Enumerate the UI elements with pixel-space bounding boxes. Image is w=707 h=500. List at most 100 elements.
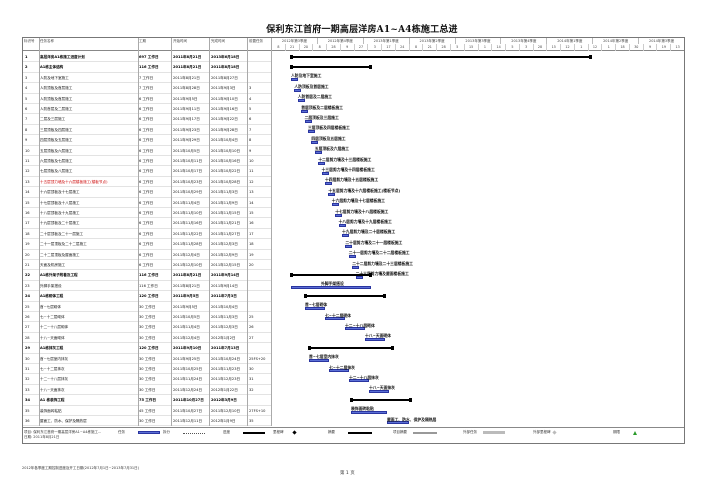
table-row[interactable]: 20 二十二层顶板及屋面施工 6 工作日 2011年12月4日 2011年12月9日 19 [23,250,271,260]
cell-pred: 19 [249,252,254,257]
cell-finish: 2011年9月16日 [211,107,238,111]
summary-bar [304,294,386,299]
table-row[interactable]: 4 人防顶板及首层施工 7 工作日 2011年8月28日 2011年9月3日 3 [23,83,271,94]
cell-name: 天面及机房施工 [40,263,66,267]
table-row[interactable]: 30 首~七层室内抹灰 30 工作日 2011年9月25日 2011年10月24日 25F… [23,354,271,364]
table-row[interactable]: 7 二层及三层施工 6 工作日 2011年9月17日 2011年9月22日 6 [23,114,271,125]
cell-start: 2011年10月25日 [173,367,203,371]
cell-name: 首~七层砌体 [40,304,61,309]
table-row[interactable]: 34 A1 栋装饰工程 75 工作日 2011年10月27日 2012年3月9日 [23,395,271,406]
timescale-day: 3 [367,44,381,51]
cell-dur: 7 工作日 [139,75,154,80]
table-row[interactable]: 17 十九层顶板及二十层施工 6 工作日 2011年11月16日 2011年11月21日… [23,218,271,229]
table-row[interactable]: 18 二十层顶板及二十一层施工 6 工作日 2011年11月22日 2011年11月27… [23,229,271,240]
cell-id: 13 [25,179,30,184]
cell-start: 2011年10月23日 [173,179,203,184]
legend-label: 期限 [613,430,620,434]
table-row[interactable]: 10 五层顶板及六层施工 6 工作日 2011年10月5日 2011年10月10日 9 [23,146,271,156]
cell-dur: 6 工作日 [139,127,154,132]
cell-dur: 30 工作日 [139,356,156,361]
table-row[interactable]: 5 人防顶板及首层施工 6 工作日 2011年9月5日 2011年9月10日 4 [23,94,271,104]
timescale-day: 15 [463,44,478,51]
timescale-day: 30 [628,44,643,51]
table-row[interactable]: 6 人防首层及二层施工 6 工作日 2011年9月11日 2011年9月16日 5 [23,104,271,115]
cell-name: 四层顶板及五层施工 [40,138,73,143]
timescale-day: 8 [312,44,326,51]
table-row[interactable]: 33 十八~天面抹灰 30 工作日 2011年12月24日 2012年1月22日 32 [23,385,271,396]
cell-name: 装饰面砖粘贴 [40,408,62,413]
timescale-day: 13 [670,44,684,51]
task-bar [325,182,332,186]
table-row[interactable]: 2 A1栋主体结构 116 工作日 2011年8月21日 2011年8月18日 [23,62,271,73]
task-bar [345,244,353,248]
cell-finish: 2011年7月3日 [211,294,237,299]
cell-id: 14 [25,190,30,195]
table-row[interactable]: 13 十五层顶力墙及十六层楼板施工(楼板节点) 6 工作日 2011年10月23日 20… [23,177,271,188]
cell-start: 2011年10月29日 [173,190,203,195]
cell-finish: 2011年7月13日 [211,346,240,351]
cell-dur: 6 工作日 [139,169,154,174]
task-bar [342,234,349,238]
cell-dur: 6 工作日 [139,252,154,257]
table-row[interactable]: 32 十二~十八层抹灰 30 工作日 2011年11月24日 2011年12月23日 31 [23,374,271,385]
cell-finish: 2011年9月10日 [211,96,238,101]
table-row[interactable]: 9 四层顶板及五层施工 6 工作日 2011年9月29日 2011年10月4日 8 [23,135,271,146]
cell-pred: 3 [249,86,252,91]
cell-dur: 116 工作日 [139,65,159,70]
table-row[interactable]: 8 三层顶板及四层施工 6 工作日 2011年9月23日 2011年9月28日 7 [23,125,271,136]
cell-start: 2011年11月24日 [173,377,203,382]
timescale-quarter: 2013年第2季度 [408,38,455,44]
table-row[interactable]: 23 外脚手架搭设 116 工作日 2011年8月21日 2011年9月14日 [23,281,271,292]
table-row[interactable]: 29 A1栋抹灰工程 120 工作日 2011年9月10日 2011年7月13日 [23,343,271,354]
table-row[interactable]: 16 十八层顶板及十九层施工 6 工作日 2011年11月10日 2011年11月15日… [23,208,271,219]
table-row[interactable]: 14 十六层顶板及十七层施工 6 工作日 2011年10月29日 2011年11月3日 1… [23,187,271,198]
cell-finish: 2011年10月22日 [211,169,241,174]
cell-dur: 6 工作日 [139,107,154,111]
cell-pred: 7 [249,127,252,132]
cell-pred: 20 [249,263,254,267]
table-row[interactable]: 36 屋面工、防水、保护及隔热层 30 工作日 2011年12月11日 2012年1月9… [23,416,271,427]
table-row[interactable]: 27 十二~十八层砌体 30 工作日 2011年11月4日 2011年12月3日 26 [23,322,271,333]
legend-swatch [138,431,160,434]
task-label: 二十层剪力墙及二十一层楼板施工 [345,239,403,245]
table-row[interactable]: 28 十八~天面砌体 30 工作日 2011年12月4日 2012年1月2日 27 [23,333,271,344]
cell-finish: 2011年10月16日 [211,159,241,163]
cell-name: 二十层顶板及二十一层施工 [40,231,84,236]
cell-id: 32 [25,377,30,382]
table-row[interactable]: 1 高层洋房A1栋施工进度计划 697 工作日 2011年8月21日 2013年6月18… [23,52,271,63]
table-row[interactable]: 11 六层顶板及七层施工 6 工作日 2011年10月11日 2011年10月16日 10 [23,156,271,167]
cell-pred: 17 [249,231,254,236]
table-row[interactable]: 19 二十一层顶板及二十二层施工 6 工作日 2011年11月28日 2011年12月3… [23,239,271,250]
task-bar [311,140,319,144]
table-row[interactable]: 12 七层顶板及八层施工 6 工作日 2011年10月17日 2011年10月22日 11 [23,166,271,177]
cell-finish: 2011年11月9日 [211,200,238,205]
cell-dur: 120 工作日 [139,346,159,351]
table-row[interactable]: 31 七~十二层抹灰 30 工作日 2011年10月25日 2011年11月23日 30 [23,364,271,375]
table-header: 标识号 任务名称 工期 开始时间 完成时间 前置任务 2012年第3季度 2012… [23,38,684,51]
table-row[interactable]: 26 七~十二层砌体 30 工作日 2011年10月5日 2011年11月3日 25 [23,312,271,323]
table-row[interactable]: 21 天面及机房施工 6 工作日 2011年12月10日 2011年12月15日 20 [23,260,271,271]
cell-finish: 2011年12月3日 [211,242,238,247]
table-row[interactable]: 22 A1栋外架子附着及工程 116 工作日 2011年8月21日 2011年9月14日 [23,270,271,281]
cell-start: 2011年9月5日 [173,304,198,309]
timescale-day: 12 [587,44,602,51]
cell-name: 人防及地下室施工 [40,75,69,80]
cell-name: 十八层顶板及十九层施工 [40,211,80,215]
cell-id: 6 [25,107,28,111]
cell-finish: 2011年9月14日 [211,283,238,288]
cell-name: 七~十二层抹灰 [40,367,65,371]
task-label: 二层顶板及三层施工 [304,114,339,120]
table-row[interactable]: 24 A1栋砌体工程 120 工作日 2011年9月5日 2011年7月3日 [23,291,271,302]
cell-start: 2011年12月24日 [173,387,203,392]
cell-pred: 30 [249,367,254,371]
cell-finish: 2011年11月23日 [211,367,241,371]
col-header-name: 任务名称 [40,39,54,43]
table-row[interactable]: 3 人防及地下室施工 7 工作日 2011年8月21日 2011年8月27日 [23,73,271,84]
table-row[interactable]: 25 首~七层砌体 30 工作日 2011年9月5日 2011年10月4日 [23,302,271,312]
table-row[interactable]: 15 十七层顶板及十八层施工 6 工作日 2011年11月4日 2011年11月9日 14 [23,198,271,208]
cell-dur: 6 工作日 [139,179,154,184]
header-divider [209,38,210,51]
cell-dur: 6 工作日 [139,263,154,267]
cell-start: 2011年9月5日 [173,294,199,299]
table-row[interactable]: 35 装饰面砖粘贴 45 工作日 2011年10月27日 2011年12月10日 27FS… [23,406,271,416]
